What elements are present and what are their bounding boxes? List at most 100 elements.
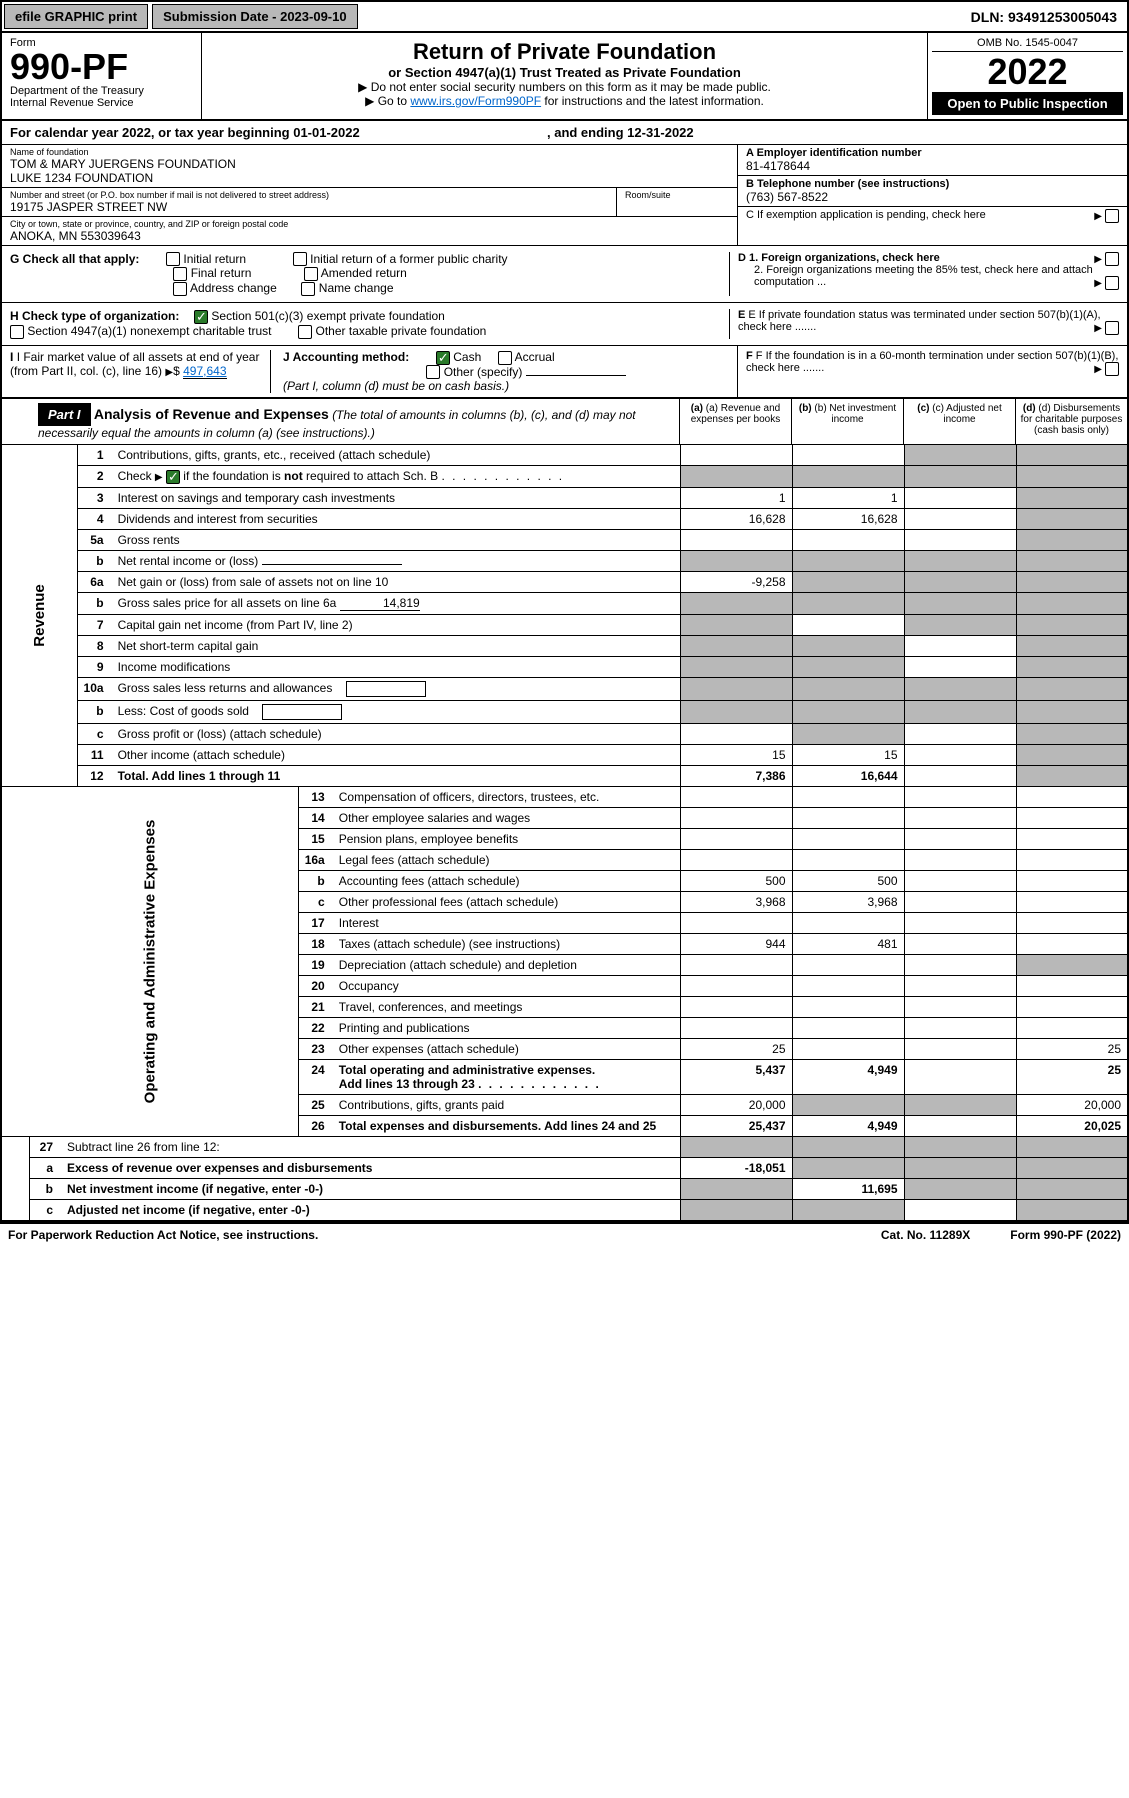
cell-value: [904, 530, 1016, 551]
cell-value: 16,644: [792, 766, 904, 787]
cell-value: 500: [792, 871, 904, 892]
cell-value: [904, 808, 1016, 829]
cell-grey: [1016, 551, 1128, 572]
c-checkbox[interactable]: [1105, 209, 1119, 223]
former-public-checkbox[interactable]: [293, 252, 307, 266]
line-desc: Compensation of officers, directors, tru…: [333, 787, 680, 808]
d2-checkbox[interactable]: [1105, 276, 1119, 290]
cell-value: 25: [1016, 1039, 1128, 1060]
fmv-link[interactable]: 497,643: [183, 364, 226, 379]
cell-value: 1: [792, 488, 904, 509]
d2-label: 2. Foreign organizations meeting the 85%…: [754, 264, 1093, 288]
line-number: 22: [298, 1018, 333, 1039]
line-number: 11: [77, 745, 112, 766]
4947-checkbox[interactable]: [10, 325, 24, 339]
line-number: 27: [29, 1137, 61, 1158]
line-desc: Gross sales less returns and allowances: [112, 678, 680, 701]
cell-value: [792, 808, 904, 829]
ein-value: 81-4178644: [746, 159, 1119, 173]
cell-value: [904, 509, 1016, 530]
final-return-checkbox[interactable]: [173, 267, 187, 281]
name-change-checkbox[interactable]: [301, 282, 315, 296]
line-desc: Net investment income (if negative, ente…: [61, 1179, 680, 1200]
line-desc: Gross profit or (loss) (attach schedule): [112, 724, 680, 745]
line-desc: Gross sales price for all assets on line…: [112, 593, 680, 615]
cell-grey: [1016, 1200, 1128, 1222]
line-number: 17: [298, 913, 333, 934]
cell-grey: [1016, 636, 1128, 657]
part1-label: Part I: [38, 403, 91, 426]
tax-year: 2022: [932, 52, 1123, 92]
g-opt-4: Amended return: [321, 266, 407, 280]
cell-grey: [904, 701, 1016, 724]
line-number: 24: [298, 1060, 333, 1095]
cell-value: 25: [680, 1039, 792, 1060]
address-change-checkbox[interactable]: [173, 282, 187, 296]
final-side: [1, 1137, 29, 1221]
cell-grey: [904, 551, 1016, 572]
f-label: F If the foundation is in a 60-month ter…: [746, 350, 1118, 374]
footer-left: For Paperwork Reduction Act Notice, see …: [8, 1228, 881, 1242]
501c3-checkbox[interactable]: [194, 310, 208, 324]
d1-label: D 1. Foreign organizations, check here: [738, 252, 940, 264]
j-cash: Cash: [453, 350, 481, 364]
cell-value: [680, 1018, 792, 1039]
cell-value: 7,386: [680, 766, 792, 787]
cell-value: [904, 871, 1016, 892]
cell-value: [1016, 976, 1128, 997]
section-h: H Check type of organization: Section 50…: [0, 303, 1129, 346]
initial-return-checkbox[interactable]: [166, 252, 180, 266]
page-footer: For Paperwork Reduction Act Notice, see …: [0, 1222, 1129, 1246]
line-number: 6a: [77, 572, 112, 593]
cell-value: [792, 1018, 904, 1039]
cell-value: 15: [680, 745, 792, 766]
top-bar: efile GRAPHIC print Submission Date - 20…: [0, 0, 1129, 33]
cash-checkbox[interactable]: [436, 351, 450, 365]
line-desc: Adjusted net income (if negative, enter …: [61, 1200, 680, 1222]
cell-grey: [792, 701, 904, 724]
cell-grey: [1016, 724, 1128, 745]
line-desc: Net gain or (loss) from sale of assets n…: [112, 572, 680, 593]
line-desc: Depreciation (attach schedule) and deple…: [333, 955, 680, 976]
efile-button[interactable]: efile GRAPHIC print: [4, 4, 148, 29]
city-label: City or town, state or province, country…: [10, 219, 729, 229]
e-checkbox[interactable]: [1105, 321, 1119, 335]
phone-label: B Telephone number (see instructions): [746, 178, 1119, 190]
cell-grey: [904, 678, 1016, 701]
line-number: 12: [77, 766, 112, 787]
schb-checkbox[interactable]: [166, 470, 180, 484]
line-desc: Other expenses (attach schedule): [333, 1039, 680, 1060]
cell-value: [1016, 934, 1128, 955]
city-value: ANOKA, MN 553039643: [10, 229, 729, 243]
cell-value: [904, 766, 1016, 787]
form990pf-link[interactable]: www.irs.gov/Form990PF: [410, 94, 541, 108]
cell-grey: [792, 593, 904, 615]
amended-return-checkbox[interactable]: [304, 267, 318, 281]
other-method-checkbox[interactable]: [426, 365, 440, 379]
cell-grey: [1016, 955, 1128, 976]
cell-grey: [680, 1179, 792, 1200]
f-checkbox[interactable]: [1105, 362, 1119, 376]
cell-value: [904, 997, 1016, 1018]
cell-grey: [904, 445, 1016, 466]
cell-value: [680, 955, 792, 976]
form-number: 990-PF: [10, 49, 193, 85]
cell-value: 481: [792, 934, 904, 955]
cell-value: 3,968: [680, 892, 792, 913]
line-number: 3: [77, 488, 112, 509]
cell-value: [792, 829, 904, 850]
d1-checkbox[interactable]: [1105, 252, 1119, 266]
cell-value: [680, 808, 792, 829]
other-taxable-checkbox[interactable]: [298, 325, 312, 339]
cell-value: 16,628: [680, 509, 792, 530]
cell-value: 11,695: [792, 1179, 904, 1200]
line-number: 13: [298, 787, 333, 808]
j-note: (Part I, column (d) must be on cash basi…: [283, 379, 509, 393]
cell-value: [792, 1039, 904, 1060]
line-number: 16a: [298, 850, 333, 871]
cell-grey: [1016, 466, 1128, 488]
cell-grey: [1016, 678, 1128, 701]
accrual-checkbox[interactable]: [498, 351, 512, 365]
line-number: 25: [298, 1095, 333, 1116]
cell-value: 4,949: [792, 1116, 904, 1137]
